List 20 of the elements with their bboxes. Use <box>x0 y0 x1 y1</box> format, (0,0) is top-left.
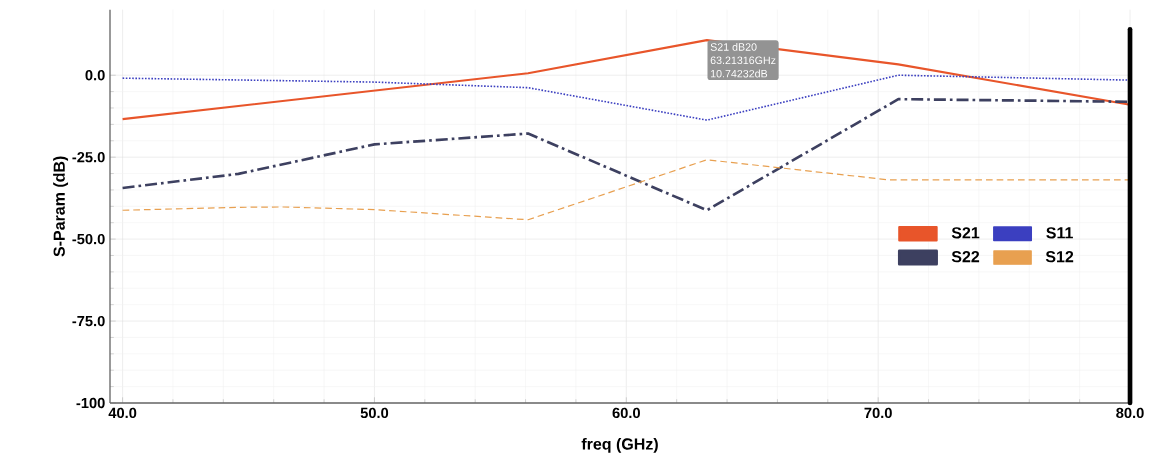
y-tick-label: -50.0 <box>72 233 105 245</box>
x-tick-label: 60.0 <box>612 407 640 419</box>
y-tick-label: -75.0 <box>72 315 105 327</box>
annotation: 10.74232dB <box>710 69 768 78</box>
legend-label: S11 <box>1046 227 1073 239</box>
legend-label: S22 <box>951 251 980 263</box>
annotation: 63.21316GHz <box>710 56 776 65</box>
y-tick-label: -100 <box>76 397 105 409</box>
annotation: S21 dB20 <box>710 42 757 51</box>
x-tick-label: 40.0 <box>108 407 137 419</box>
x-tick-label: 50.0 <box>360 407 389 419</box>
y-axis-title: S-Param (dB) <box>53 156 69 257</box>
line-series <box>121 159 1131 221</box>
legend-label: S21 <box>951 227 980 239</box>
x-tick-label: 70.0 <box>864 407 892 419</box>
x-axis-title: freq (GHz) <box>581 437 658 453</box>
legend-label: S12 <box>1045 251 1074 263</box>
y-tick-label: -25.0 <box>72 151 105 163</box>
y-tick-label: 0.0 <box>85 70 105 81</box>
x-tick-label: 80.0 <box>1116 407 1144 419</box>
